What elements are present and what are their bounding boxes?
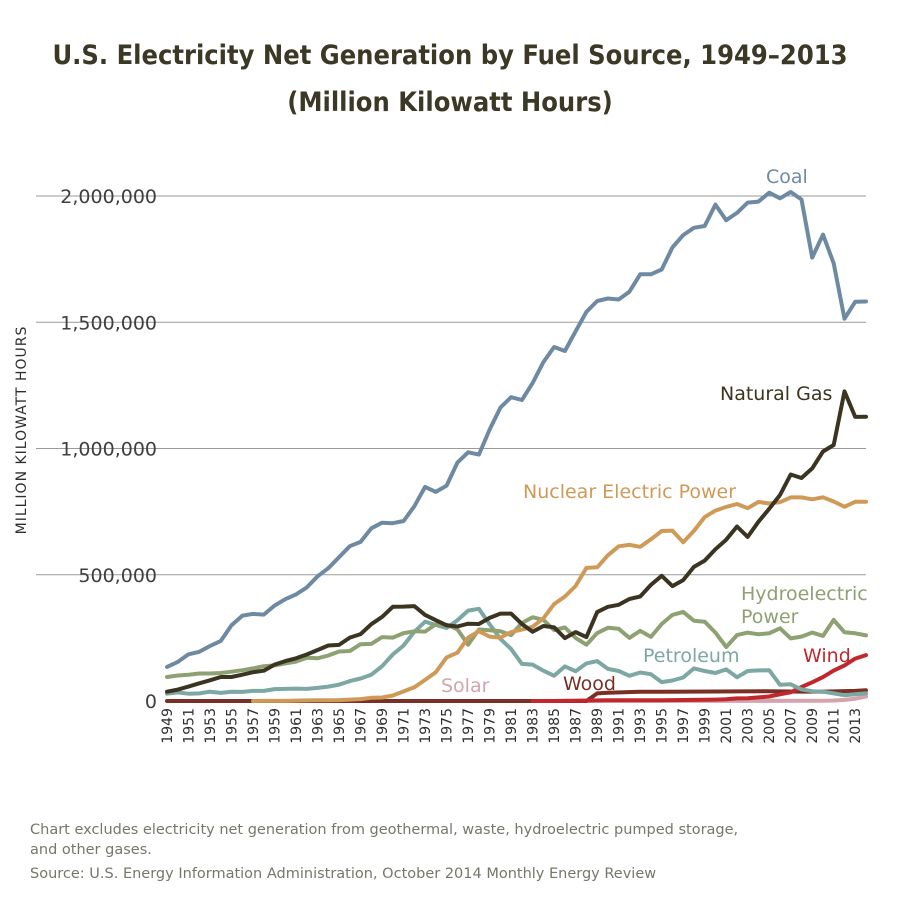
x-tick-label: 1967 <box>354 708 370 744</box>
series-label-nuclear-electric-power: Nuclear Electric Power <box>523 481 736 503</box>
y-tick-label: 500,000 <box>78 565 157 587</box>
x-tick-label: 2013 <box>848 708 864 744</box>
x-tick-label: 2007 <box>784 708 800 744</box>
footnotes: Chart excludes electricity net generatio… <box>30 822 738 882</box>
footnote-line-2: and other gases. <box>30 842 152 858</box>
series-layer <box>165 190 868 703</box>
source-note: Source: U.S. Energy Information Administ… <box>30 866 656 882</box>
x-tick-label: 1991 <box>612 708 628 744</box>
x-tick-label: 1957 <box>246 708 262 744</box>
x-tick-label: 2001 <box>719 708 735 744</box>
y-tick-label: 2,000,000 <box>60 186 157 208</box>
x-tick-label: 1989 <box>590 708 606 744</box>
series-line-natural-gas <box>165 389 868 694</box>
x-tick-label: 1985 <box>547 708 563 744</box>
chart-subtitle: (Million Kilowatt Hours) <box>287 87 613 118</box>
x-tick-label: 1983 <box>526 708 542 744</box>
x-tick-label: 1965 <box>332 708 348 744</box>
series-labels: Coal Natural Gas Nuclear Electric Power Hyd… <box>441 166 868 697</box>
x-tick-label: 1997 <box>676 708 692 744</box>
x-tick-label: 1953 <box>203 708 219 744</box>
series-label-hydroelectric-power-line-2: Power <box>741 606 799 628</box>
x-tick-label: 1969 <box>375 708 391 744</box>
series-label-solar: Solar <box>441 675 490 697</box>
series-label-hydroelectric-power-line-1: Hydroelectric <box>741 583 868 605</box>
x-tick-label: 1999 <box>698 708 714 744</box>
y-axis-label: MILLION KILOWATT HOURS <box>14 326 30 535</box>
x-tick-label: 1975 <box>440 708 456 744</box>
x-tick-label: 1971 <box>397 708 413 744</box>
series-label-coal: Coal <box>766 166 808 188</box>
series-line-nuclear-electric-power <box>251 495 868 703</box>
x-tick-label: 1977 <box>461 708 477 744</box>
series-label-wind: Wind <box>803 645 851 667</box>
series-label-wood: Wood <box>563 673 616 695</box>
x-tick-label: 1993 <box>633 708 649 744</box>
x-tick-label: 1959 <box>268 708 284 744</box>
x-tick-label: 1951 <box>182 708 198 744</box>
x-tick-label: 2009 <box>805 708 821 744</box>
y-tick-label: 0 <box>145 691 157 713</box>
y-tick-label: 1,500,000 <box>60 312 157 334</box>
footnote-line-1: Chart excludes electricity net generatio… <box>30 822 738 838</box>
series-line-petroleum <box>165 606 868 698</box>
x-tick-label: 1955 <box>225 708 241 744</box>
x-axis-ticks: 1949 1951 1953 1955 1957 1959 1961 1963 1965 1967… <box>160 708 864 744</box>
y-axis-ticks: 0 500,000 1,000,000 1,500,000 2,000,000 <box>60 186 157 713</box>
y-tick-label: 1,000,000 <box>60 439 157 461</box>
x-tick-label: 2005 <box>762 708 778 744</box>
gridlines <box>36 195 866 576</box>
x-tick-label: 1987 <box>569 708 585 744</box>
x-tick-label: 2003 <box>741 708 757 744</box>
series-line-wind <box>530 653 868 703</box>
x-tick-label: 1981 <box>504 708 520 744</box>
x-tick-label: 1995 <box>655 708 671 744</box>
series-label-natural-gas: Natural Gas <box>720 383 832 405</box>
chart-title: U.S. Electricity Net Generation by Fuel … <box>52 40 847 71</box>
x-tick-label: 1949 <box>160 708 176 744</box>
x-tick-label: 1973 <box>418 708 434 744</box>
x-tick-label: 2011 <box>827 708 843 744</box>
x-tick-label: 1963 <box>311 708 327 744</box>
series-line-coal <box>165 190 868 669</box>
x-tick-label: 1979 <box>483 708 499 744</box>
series-label-petroleum: Petroleum <box>643 645 739 667</box>
x-tick-label: 1961 <box>289 708 305 744</box>
